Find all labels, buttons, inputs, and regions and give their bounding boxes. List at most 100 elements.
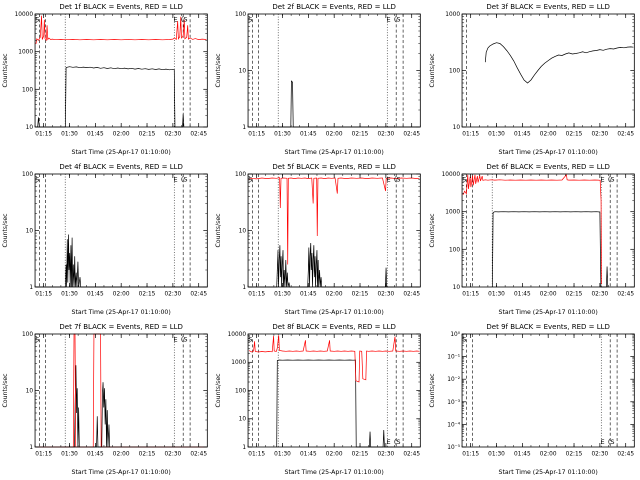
interval-marker-lines [39,334,191,447]
x-tick-label: 02:30 [165,452,182,458]
x-tick-label: 02:15 [565,452,582,458]
x-tick-label: 02:00 [539,132,556,138]
x-tick-label: 02:30 [591,132,608,138]
interval-letter: S [35,16,39,24]
x-tick-label: 01:45 [87,292,104,298]
x-tick-label: 02:00 [539,452,556,458]
subplot-svg: 01:15 01:30 01:45 02:00 02:15 02:30 02:45 10 100… [429,163,635,316]
x-tick-label: 01:45 [300,292,317,298]
plot-frame [461,13,635,128]
panel-title: Det 5f BLACK = Events, RED = LLD [273,163,397,171]
y-tick-label: 10 [239,229,247,235]
interval-marker-lines [39,14,191,127]
x-tick-label: 02:45 [617,292,634,298]
y-tick-label: 10000 [228,332,247,338]
series-events [249,80,420,128]
subplot-svg: 01:15 01:30 01:45 02:00 02:15 02:30 02:45 1 10 10… [215,323,422,476]
interval-letter: (S [181,336,188,344]
subplot-svg: 01:15 01:30 01:45 02:00 02:15 02:30 02:4510⁰10… [429,323,635,476]
y-tick-label: 10 [452,125,460,131]
y-tick-label: 100 [449,247,460,253]
x-tick-label: 02:45 [190,132,207,138]
interval-letter: (S [181,176,188,184]
series-events [276,359,420,448]
y-axis-label: Counts/sec [2,53,9,88]
subplot-svg: 01:15 01:30 01:45 02:00 02:15 02:30 02:45 10 100… [2,3,208,156]
x-tick-label: 02:30 [378,292,395,298]
interval-letter: S [249,336,253,344]
y-tick-label: 1000 [18,50,33,56]
x-tick-label: 01:30 [488,292,505,298]
plot-frame [34,333,208,448]
panel-title: Det 6f BLACK = Events, RED = LLD [486,163,610,171]
y-axis-ticks: 1 10 100 [235,12,421,131]
y-axis-ticks: 1 10 100 [22,332,208,451]
x-tick-label: 02:30 [378,132,395,138]
subplot-svg: 01:15 01:30 01:45 02:00 02:15 02:30 02:45 1 10 10… [2,323,208,476]
y-axis-ticks: 10 100 1000 10000 [15,12,208,131]
x-tick-label: 02:00 [326,132,343,138]
x-tick-label: 02:45 [190,292,207,298]
x-tick-label: 01:45 [87,452,104,458]
x-tick-label: 01:15 [35,452,52,458]
x-tick-label: 01:30 [61,452,78,458]
x-axis-label: Start Time (25-Apr-17 01:10:00) [72,309,171,316]
x-axis-ticks: 01:15 01:30 01:45 02:00 02:15 02:30 02:45 [248,334,421,458]
x-axis-label: Start Time (25-Apr-17 01:10:00) [285,309,384,316]
series-lld [462,173,602,285]
interval-letter: E [174,16,178,24]
subplot-det-1f: 01:15 01:30 01:45 02:00 02:15 02:30 02:45 10 100… [0,0,213,160]
x-tick-label: 02:15 [352,132,369,138]
x-tick-label: 02:30 [165,292,182,298]
x-tick-label: 02:45 [617,452,634,458]
subplot-det-5f: 01:15 01:30 01:45 02:00 02:15 02:30 02:45 1 10 10… [213,160,426,320]
y-tick-label: 10⁻¹ [447,354,460,361]
y-tick-label: 1000 [445,12,460,18]
y-axis-label: Counts/sec [215,213,222,248]
x-tick-label: 02:30 [378,452,395,458]
y-tick-label: 10⁻² [447,376,460,383]
y-tick-label: 100 [22,172,33,178]
y-tick-label: 10⁻⁵ [447,444,460,451]
series-lld [249,335,420,383]
plot-frame [461,333,635,448]
x-tick-label: 02:15 [352,452,369,458]
x-axis-label: Start Time (25-Apr-17 01:10:00) [72,469,171,476]
x-tick-label: 02:00 [113,132,130,138]
series-lines [249,177,420,288]
x-tick-label: 01:30 [61,292,78,298]
series-lines [462,173,608,288]
x-tick-label: 02:15 [139,132,156,138]
x-tick-label: 01:30 [488,452,505,458]
subplot-det-7f: 01:15 01:30 01:45 02:00 02:15 02:30 02:45 1 10 10… [0,320,213,480]
x-tick-label: 02:00 [113,292,130,298]
y-tick-label: 1 [29,445,33,451]
y-axis-ticks: 10 100 1000 [445,12,634,131]
y-tick-label: 10000 [15,12,34,18]
subplot-det-9f: 01:15 01:30 01:45 02:00 02:15 02:30 02:45 10⁰ 10… [427,320,640,480]
x-axis-label: Start Time (25-Apr-17 01:10:00) [498,309,597,316]
y-axis-label: Counts/sec [215,373,222,408]
interval-letter: E [600,438,604,446]
x-axis-label: Start Time (25-Apr-17 01:10:00) [285,469,384,476]
x-axis-label: Start Time (25-Apr-17 01:10:00) [285,149,384,156]
x-tick-label: 02:00 [326,452,343,458]
panel-title: Det 9f BLACK = Events, RED = LLD [486,323,610,331]
interval-letter: (S [608,438,615,446]
y-tick-label: 10 [26,389,34,395]
series-events [35,234,207,288]
y-axis-ticks: 1 10 100 1000 10000 [228,332,421,451]
y-tick-label: 100 [235,172,246,178]
x-tick-label: 02:00 [113,452,130,458]
x-tick-label: 02:30 [591,292,608,298]
subplot-svg: 01:15 01:30 01:45 02:00 02:15 02:30 02:45 10 100… [429,3,635,156]
x-tick-label: 01:45 [87,132,104,138]
interval-letter: S [249,176,253,184]
panel-title: Det 2f BLACK = Events, RED = LLD [273,3,397,11]
y-tick-label: 100 [235,12,246,18]
y-tick-label: 1 [243,445,247,451]
y-tick-label: 10 [26,229,34,235]
x-tick-label: 02:45 [404,292,421,298]
x-tick-label: 01:15 [249,452,266,458]
interval-letter: E [387,176,391,184]
